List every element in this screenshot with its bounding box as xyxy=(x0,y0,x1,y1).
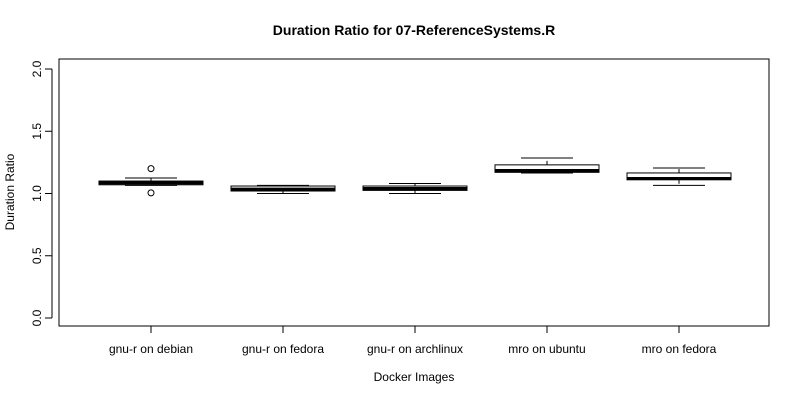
x-tick-label: gnu-r on archlinux xyxy=(367,342,463,356)
box-1 xyxy=(98,165,204,197)
x-tick-label: gnu-r on debian xyxy=(109,342,193,356)
box-5 xyxy=(626,167,732,186)
y-axis: 0.0 0.5 1.0 1.5 2.0 xyxy=(30,60,53,326)
box-3 xyxy=(362,183,468,194)
x-tick-label: mro on ubuntu xyxy=(508,342,585,356)
y-tick-label: 2.0 xyxy=(30,60,44,77)
outlier-point xyxy=(147,165,155,173)
box-4 xyxy=(494,157,600,174)
y-axis-label: Duration Ratio xyxy=(3,153,17,230)
x-tick-label: mro on fedora xyxy=(642,342,717,356)
x-tick-label: gnu-r on fedora xyxy=(242,342,324,356)
box-series xyxy=(98,157,732,197)
plot-frame xyxy=(58,58,770,327)
chart-title: Duration Ratio for 07-ReferenceSystems.R xyxy=(273,22,555,38)
y-tick-label: 1.0 xyxy=(30,185,44,202)
x-axis: gnu-r on debian gnu-r on fedora gnu-r on a… xyxy=(109,325,717,356)
outlier-point xyxy=(147,189,155,197)
x-axis-label: Docker Images xyxy=(374,370,455,384)
box-iqr xyxy=(494,164,600,173)
y-tick-label: 0.0 xyxy=(30,309,44,326)
box-2 xyxy=(230,184,336,194)
y-tick-label: 0.5 xyxy=(30,247,44,264)
y-tick-label: 1.5 xyxy=(30,123,44,140)
